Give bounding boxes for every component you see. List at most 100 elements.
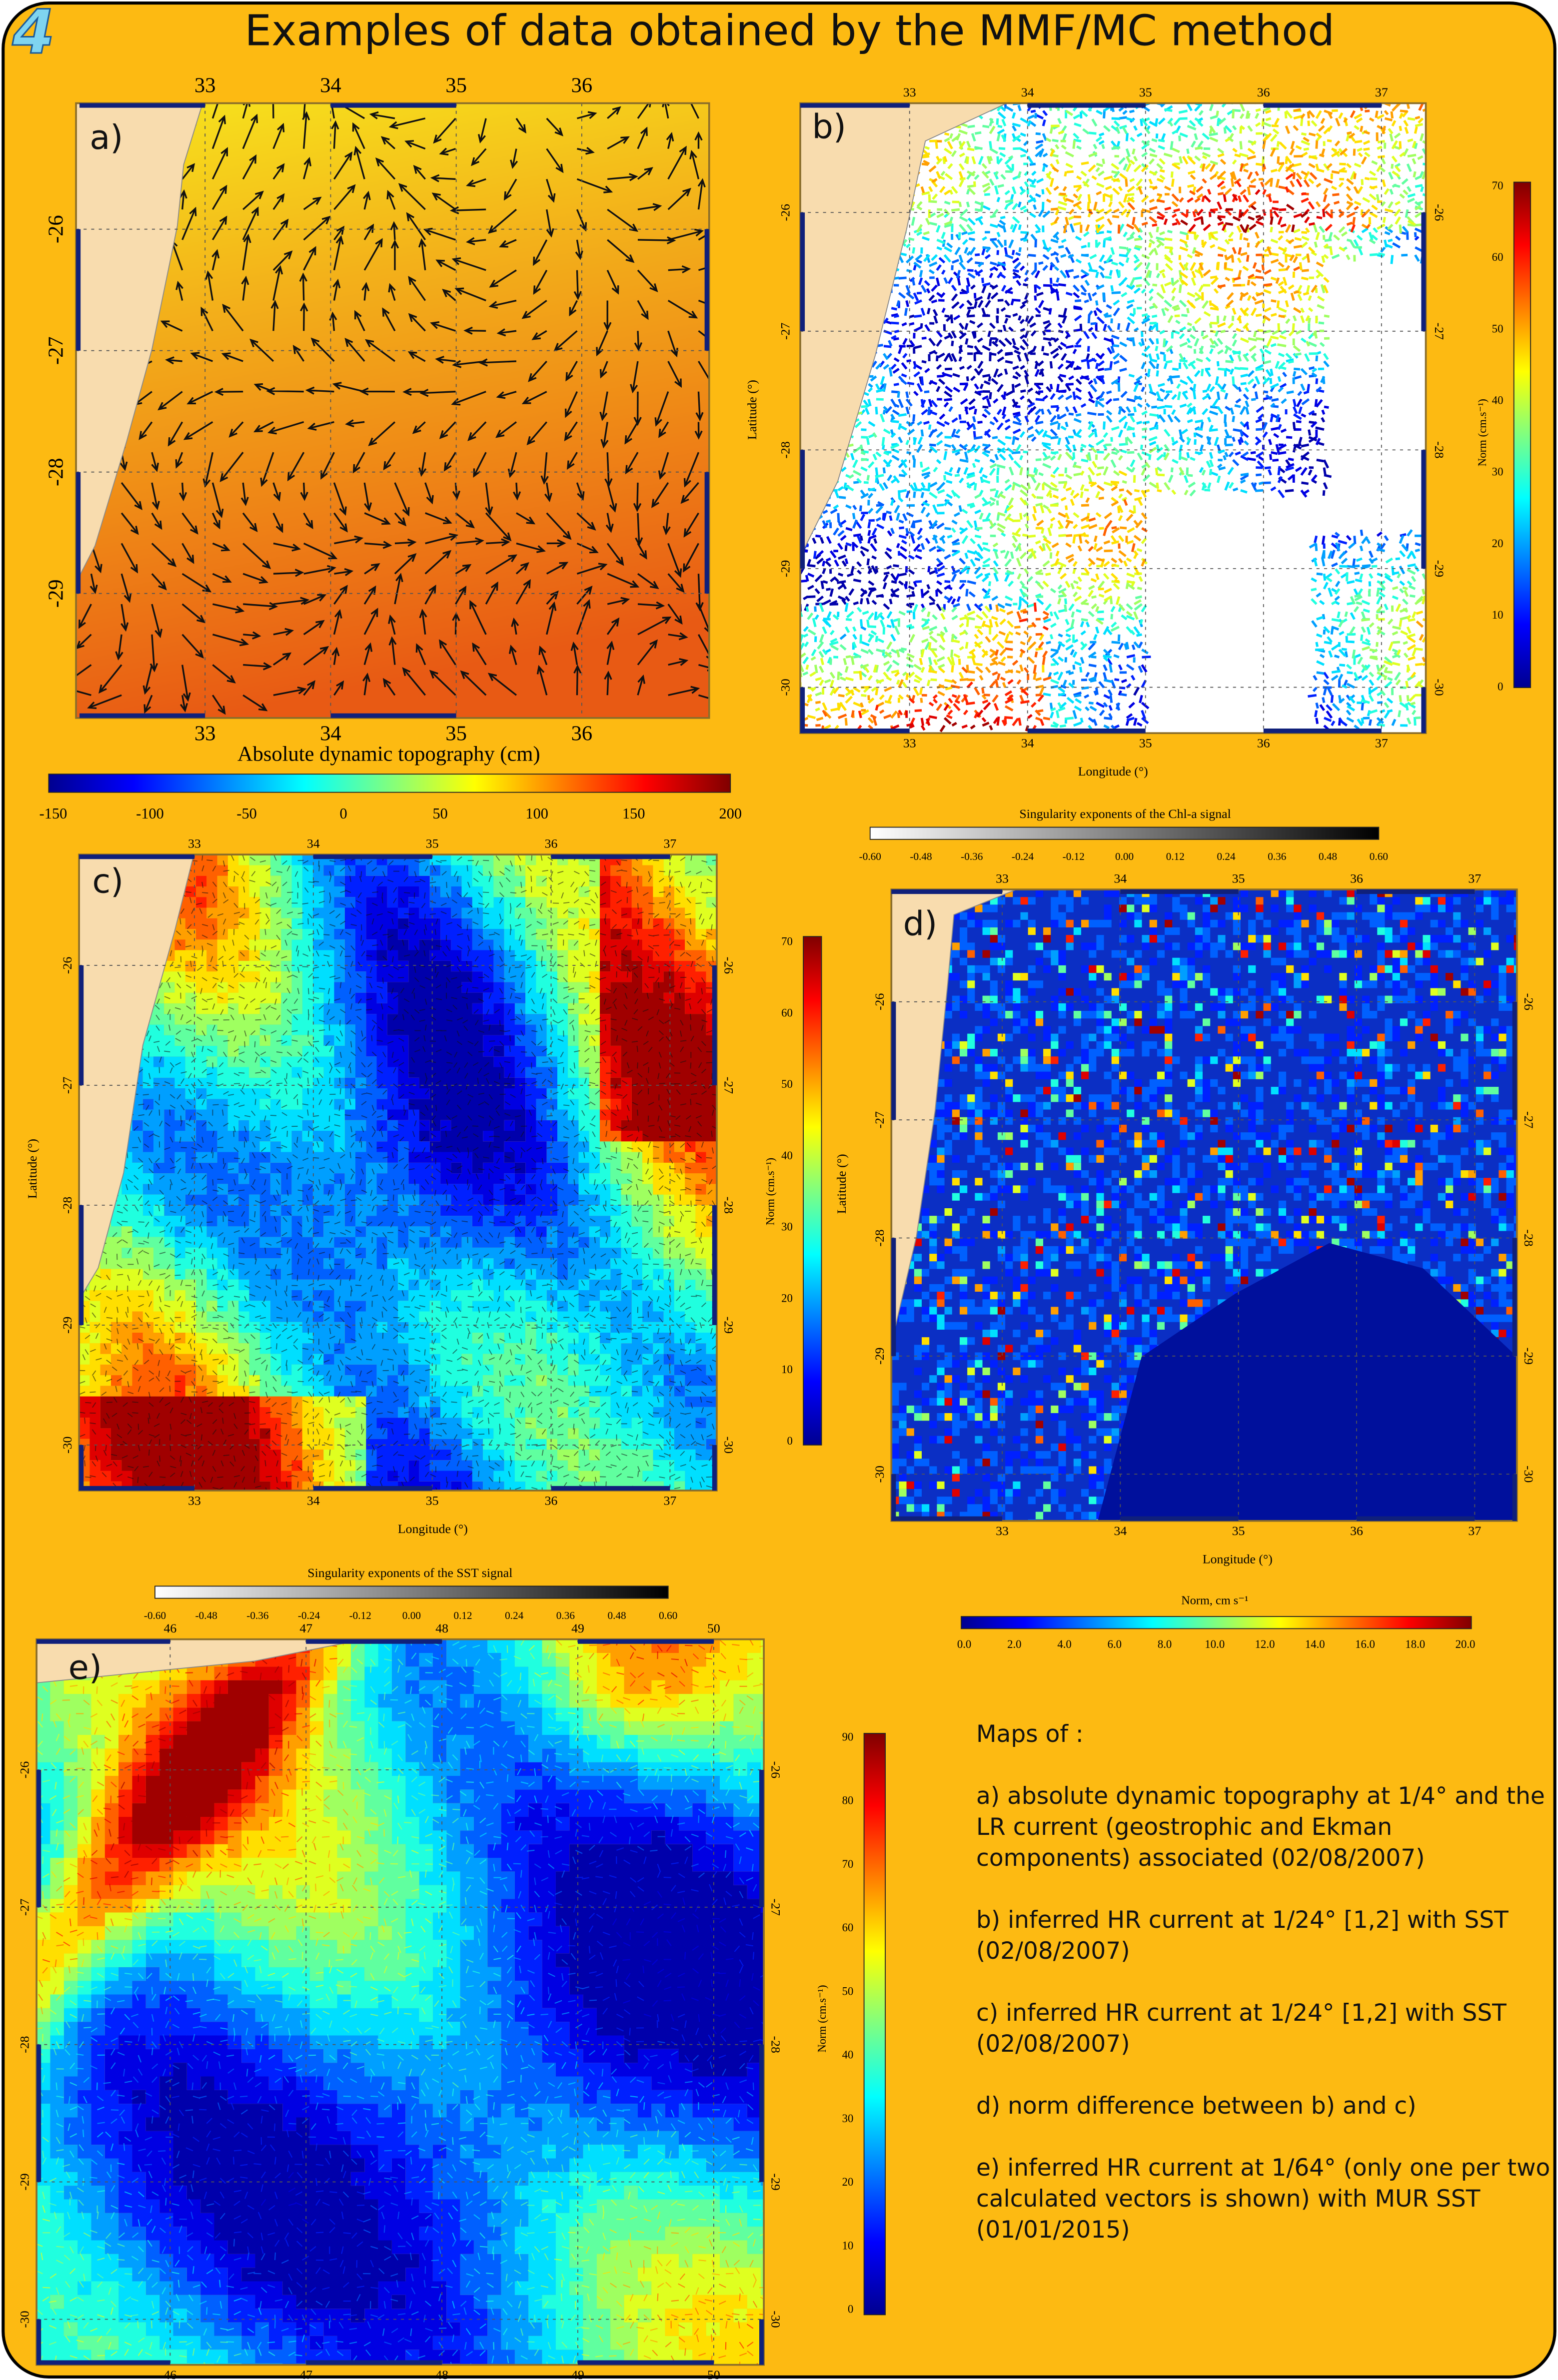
colorbar-tick-label: 18.0 xyxy=(1405,1638,1425,1650)
y-tick-label: -30 xyxy=(1522,1466,1536,1483)
colorbar-tick-label: -0.60 xyxy=(144,1609,166,1621)
colorbar-tick-label: 12.0 xyxy=(1255,1638,1275,1650)
colorbar-tick-label: 20 xyxy=(842,2176,854,2188)
x-tick-label: 50 xyxy=(707,1621,720,1635)
colorbar-tick-label: 100 xyxy=(525,805,548,822)
y-tick-label: -30 xyxy=(778,679,793,696)
colorbar-tick-label: -0.24 xyxy=(298,1609,320,1621)
y-tick-label: -28 xyxy=(44,458,67,486)
colorbar-tick-label: 200 xyxy=(719,805,742,822)
current-vectors xyxy=(123,1815,764,2362)
speed-field xyxy=(79,854,717,1491)
caption-item: c) inferred HR current at 1/24° [1,2] wi… xyxy=(976,1999,1507,2058)
colorbar-tick-label: 0 xyxy=(787,1435,792,1447)
y-axis-label: Latitude (°) xyxy=(25,1139,39,1199)
x-tick-label: 48 xyxy=(435,2368,448,2380)
colorbar-tick-label: 60 xyxy=(1492,251,1504,263)
colorbar-tick-label: 50 xyxy=(781,1078,793,1090)
y-tick-label: -29 xyxy=(721,1317,736,1334)
x-tick-label: 49 xyxy=(571,1621,584,1635)
x-tick-label: 36 xyxy=(545,1493,558,1508)
colorbar-title: Absolute dynamic topography (cm) xyxy=(237,743,540,766)
colorbar-tick-label: 40 xyxy=(1492,394,1504,406)
colorbar-tick-label: 6.0 xyxy=(1108,1638,1122,1650)
current-vectors xyxy=(800,257,1383,731)
colorbar-tick-label: -0.48 xyxy=(910,850,932,862)
colorbar-tick-label: 60 xyxy=(842,1921,854,1934)
colorbar-tick-label: 20.0 xyxy=(1456,1638,1476,1650)
colorbar-title: Norm (cm.s⁻¹) xyxy=(816,1985,828,2052)
colorbar-tick-label: 50 xyxy=(842,1985,854,1997)
y-tick-label: -26 xyxy=(778,204,793,221)
colorbar-tick-label: 2.0 xyxy=(1007,1638,1021,1650)
y-tick-label: -28 xyxy=(17,2036,32,2053)
y-tick-label: -27 xyxy=(60,1077,74,1094)
y-tick-label: -27 xyxy=(778,323,793,340)
colorbar-tick-label: 0.12 xyxy=(1166,850,1185,862)
colorbar xyxy=(961,1616,1472,1629)
x-tick-label: 34 xyxy=(307,1493,320,1508)
colorbar-tick-label: 70 xyxy=(1492,179,1504,192)
speed-field xyxy=(77,1762,764,2365)
y-tick-label: -28 xyxy=(721,1197,736,1214)
colorbar-tick-label: -150 xyxy=(39,805,67,822)
current-vectors xyxy=(36,1645,764,2365)
colorbar-tick-label: 20 xyxy=(781,1292,793,1304)
x-tick-label: 37 xyxy=(664,836,677,851)
colorbar-tick-label: -0.36 xyxy=(246,1609,268,1621)
x-tick-label: 37 xyxy=(1468,1524,1481,1538)
caption-item: b) inferred HR current at 1/24° [1,2] wi… xyxy=(976,1906,1509,1965)
y-axis-label: Latitude (°) xyxy=(745,380,759,440)
colorbar-tick-label: 70 xyxy=(781,935,793,948)
colorbar-tick-label: -0.60 xyxy=(859,850,881,862)
colorbar-tick-label: 0.24 xyxy=(505,1609,524,1621)
y-tick-label: -26 xyxy=(872,993,887,1010)
y-tick-label: -26 xyxy=(44,215,67,243)
x-tick-label: 33 xyxy=(188,1493,201,1508)
colorbar-tick-label: -0.12 xyxy=(1063,850,1085,862)
colorbar-tick-label: 0 xyxy=(340,805,347,822)
x-tick-label: 36 xyxy=(1350,1524,1363,1538)
map xyxy=(891,889,1517,1521)
x-tick-label: 33 xyxy=(194,722,216,745)
x-tick-label: 35 xyxy=(445,722,467,745)
x-tick-label: 35 xyxy=(445,73,467,97)
difference-pixels xyxy=(891,889,1517,1521)
panel-label: b) xyxy=(812,107,846,146)
colorbar-tick-label: 16.0 xyxy=(1355,1638,1375,1650)
colorbar xyxy=(48,774,731,793)
colorbar-title: Norm (cm.s⁻¹) xyxy=(764,1158,777,1225)
colorbar-title: Norm, cm s⁻¹ xyxy=(1181,1593,1248,1607)
y-tick-label: -27 xyxy=(44,336,67,365)
y-tick-label: -29 xyxy=(44,579,67,608)
x-tick-label: 36 xyxy=(1257,85,1270,99)
colorbar xyxy=(869,826,1380,840)
map xyxy=(76,103,709,718)
land xyxy=(800,103,1007,557)
current-vectors xyxy=(684,1945,692,1950)
speed-field xyxy=(344,854,568,1491)
x-tick-label: 33 xyxy=(903,85,916,99)
colorbar-tick-label: 30 xyxy=(1492,466,1504,478)
land xyxy=(76,103,203,583)
colorbar-tick-label: -0.48 xyxy=(195,1609,217,1621)
colorbar-tick-label: 40 xyxy=(842,2049,854,2061)
y-tick-label: -29 xyxy=(872,1348,887,1365)
colorbar xyxy=(803,936,822,1446)
x-tick-label: 47 xyxy=(299,2368,312,2380)
x-tick-label: 35 xyxy=(1232,1524,1245,1538)
caption-item: a) absolute dynamic topography at 1/4° a… xyxy=(976,1782,1545,1872)
map xyxy=(79,854,717,1491)
y-tick-label: -29 xyxy=(768,2173,783,2190)
colorbar-tick-label: 10 xyxy=(781,1363,793,1376)
x-tick-label: 36 xyxy=(571,722,593,745)
x-tick-label: 33 xyxy=(903,736,916,750)
caption-heading: Maps of : xyxy=(976,1720,1084,1748)
y-tick-label: -29 xyxy=(17,2173,32,2190)
colorbar-tick-label: 0.48 xyxy=(1319,850,1337,862)
y-tick-label: -27 xyxy=(721,1077,736,1094)
colorbar-tick-label: 4.0 xyxy=(1057,1638,1071,1650)
x-tick-label: 35 xyxy=(426,836,439,851)
y-tick-label: -27 xyxy=(1522,1111,1536,1128)
